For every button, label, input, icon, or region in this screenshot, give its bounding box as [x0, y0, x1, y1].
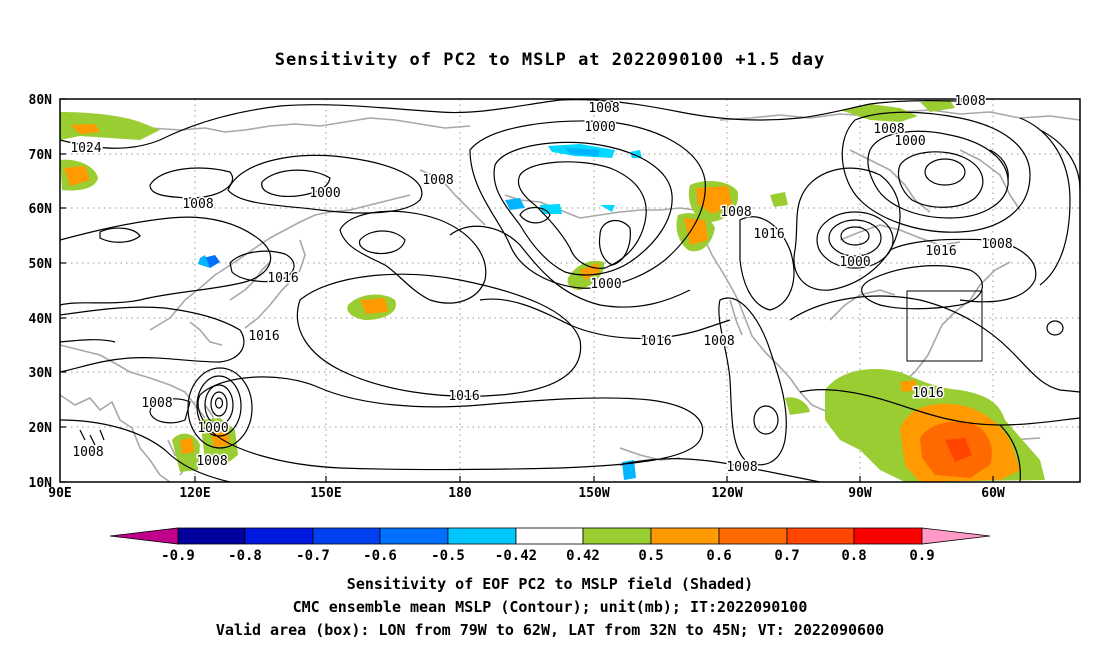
- contour-label: 1008: [588, 101, 619, 116]
- lat-label: 80N: [29, 93, 53, 108]
- lon-label: 60W: [981, 486, 1005, 501]
- colorbar-segment: [921, 527, 991, 545]
- lat-label: 70N: [29, 148, 53, 163]
- colorbar-segment: [177, 527, 246, 545]
- mslp-contours: [59, 99, 1081, 483]
- lon-label: 150W: [578, 486, 609, 501]
- colorbar-segment: [109, 527, 179, 545]
- contour-label: 1008: [141, 396, 172, 411]
- colorbar-label: -0.42: [495, 548, 537, 564]
- colorbar-label: -0.9: [161, 548, 195, 564]
- contour-label: 1000: [584, 120, 615, 135]
- axis-ticks: [60, 98, 994, 483]
- colorbar-label: 0.6: [706, 548, 731, 564]
- lat-label: 40N: [29, 312, 53, 327]
- sensitivity-map: 80N 70N 60N 50N 40N 30N 20N 10N 90E 120E…: [29, 93, 1081, 564]
- colorbar-label: 0.42: [566, 548, 600, 564]
- contour-label: 1016: [640, 334, 671, 349]
- colorbar-label: 0.7: [774, 548, 799, 564]
- colorbar-segment: [515, 527, 584, 545]
- contour-label: 1016: [448, 389, 479, 404]
- contour-label: 1008: [422, 173, 453, 188]
- contour-label: 1008: [196, 454, 227, 469]
- contour-label: 1000: [839, 255, 870, 270]
- lon-label: 180: [448, 486, 472, 501]
- colorbar-segment: [447, 527, 517, 545]
- colorbar-label: -0.7: [296, 548, 330, 564]
- contour-label: 1000: [894, 134, 925, 149]
- lat-label: 30N: [29, 366, 53, 381]
- lon-label: 120W: [711, 486, 742, 501]
- contour-label: 1016: [267, 271, 298, 286]
- valid-area-box: [906, 290, 983, 362]
- colorbar-segment: [312, 527, 381, 545]
- contour-label: 1016: [248, 329, 279, 344]
- contour-label: 1008: [720, 205, 751, 220]
- colorbar: [109, 527, 991, 545]
- lon-label: 90E: [48, 486, 71, 501]
- colorbar-segment: [582, 527, 652, 545]
- contour-label: 1000: [590, 277, 621, 292]
- contour-label: 1016: [753, 227, 784, 242]
- caption-line-2: CMC ensemble mean MSLP (Contour); unit(m…: [292, 598, 808, 616]
- lon-label: 150E: [310, 486, 341, 501]
- colorbar-label: -0.8: [228, 548, 262, 564]
- colorbar-segment: [718, 527, 788, 545]
- colorbar-segment: [379, 527, 449, 545]
- lon-label: 90W: [848, 486, 872, 501]
- contour-label: 1008: [726, 460, 757, 475]
- lat-label: 60N: [29, 202, 53, 217]
- colorbar-segment: [650, 527, 720, 545]
- contour-label: 1008: [873, 122, 904, 137]
- contour-label: 1008: [954, 94, 985, 109]
- lat-label: 20N: [29, 421, 53, 436]
- colorbar-segment: [786, 527, 855, 545]
- contour-label: 1000: [197, 421, 228, 436]
- colorbar-label: -0.6: [363, 548, 397, 564]
- colorbar-segment: [244, 527, 314, 545]
- colorbar-label: 0.9: [909, 548, 934, 564]
- contour-label: 1008: [182, 197, 213, 212]
- caption-line-3: Valid area (box): LON from 79W to 62W, L…: [215, 621, 885, 639]
- lat-label: 10N: [29, 476, 53, 491]
- contour-label: 1008: [703, 334, 734, 349]
- colorbar-label: -0.5: [431, 548, 465, 564]
- contour-label: 1016: [925, 244, 956, 259]
- contour-label: 1024: [70, 141, 101, 156]
- colorbar-label: 0.5: [638, 548, 663, 564]
- contour-label: 1000: [309, 186, 340, 201]
- lat-label: 50N: [29, 257, 53, 272]
- colorbar-segment: [853, 527, 923, 545]
- map-title: Sensitivity of PC2 to MSLP at 2022090100…: [274, 50, 826, 70]
- caption-line-1: Sensitivity of EOF PC2 to MSLP field (Sh…: [346, 575, 754, 593]
- contour-label: 1016: [912, 386, 943, 401]
- plot-border: [59, 98, 1081, 483]
- lon-label: 120E: [179, 486, 210, 501]
- contour-label: 1008: [981, 237, 1012, 252]
- colorbar-label: 0.8: [841, 548, 866, 564]
- contour-label: 1008: [72, 445, 103, 460]
